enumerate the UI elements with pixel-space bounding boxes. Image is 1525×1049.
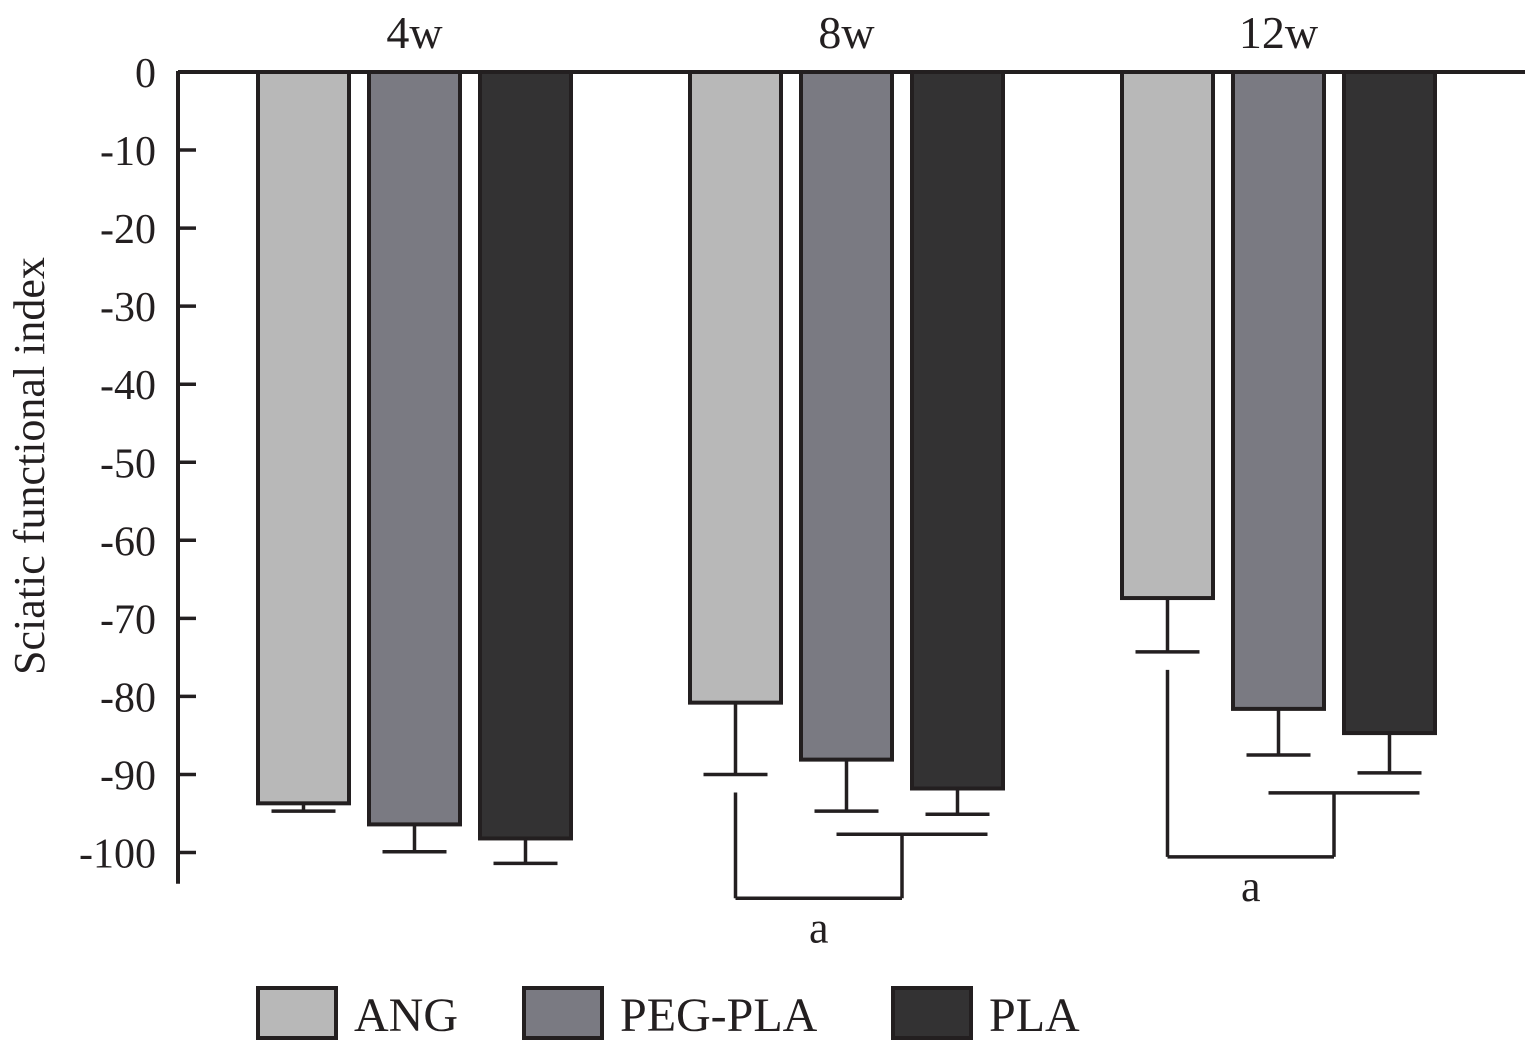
legend-label: ANG <box>354 989 458 1042</box>
legend-swatch <box>522 986 604 1040</box>
y-tick-label: -70 <box>100 597 156 643</box>
legend: ANG PEG-PLA PLA <box>256 986 1080 1042</box>
y-tick-label: -60 <box>100 519 156 565</box>
bar <box>367 70 462 827</box>
y-tick-label: -100 <box>79 832 156 878</box>
y-tick-label: -20 <box>100 207 156 253</box>
y-tick-label: -30 <box>100 285 156 331</box>
error-bars <box>271 598 1422 866</box>
legend-swatch <box>891 986 973 1040</box>
y-tick-label: -80 <box>100 675 156 721</box>
y-tick-label: -40 <box>100 363 156 409</box>
y-tick-label: -90 <box>100 753 156 799</box>
bar <box>1342 70 1437 736</box>
category-label: 4w <box>386 7 443 58</box>
bar <box>256 70 351 806</box>
legend-swatch <box>256 986 338 1040</box>
bar <box>1231 70 1326 711</box>
bar <box>1120 70 1215 601</box>
category-labels: 4w 8w 12w <box>386 7 1319 58</box>
y-tick-label: -10 <box>100 129 156 175</box>
legend-label: PEG-PLA <box>620 989 818 1042</box>
significance-label: a <box>809 903 829 952</box>
category-label: 12w <box>1239 7 1319 58</box>
significance-annotations: aa <box>733 669 1420 952</box>
bars <box>256 70 1437 841</box>
y-axis-title: Sciatic functional index <box>5 257 54 675</box>
significance-label: a <box>1241 862 1261 911</box>
legend-label: PLA <box>989 989 1080 1042</box>
bar <box>478 70 573 841</box>
bar <box>910 70 1005 791</box>
category-label: 8w <box>818 7 875 58</box>
y-tick-label: 0 <box>135 51 156 97</box>
bar <box>688 70 783 705</box>
y-tick-label: -50 <box>100 441 156 487</box>
bar <box>799 70 894 762</box>
